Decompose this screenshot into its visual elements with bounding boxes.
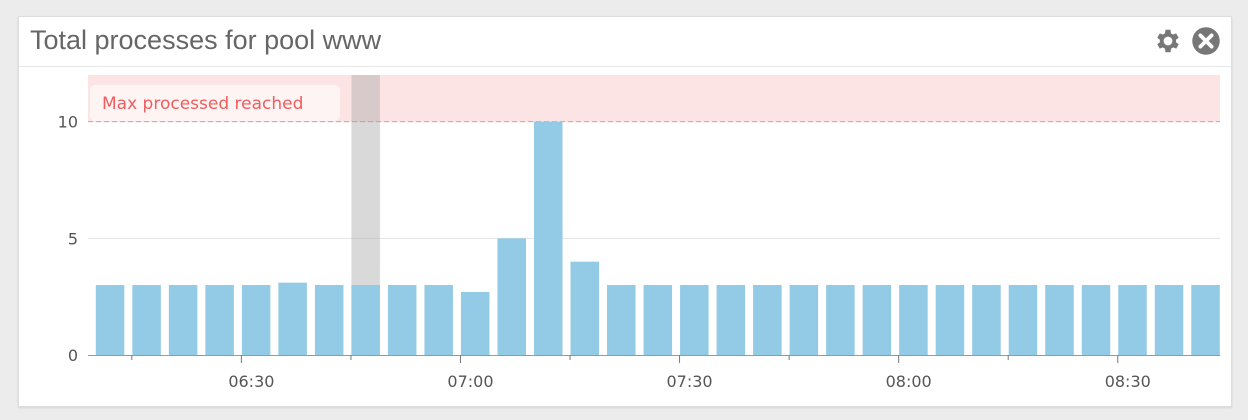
y-tick-label: 5: [68, 229, 78, 248]
bar: [643, 285, 673, 355]
bar: [1191, 285, 1220, 355]
x-tick-label: 08:00: [886, 372, 932, 391]
bar: [789, 285, 819, 355]
bar: [1154, 285, 1184, 355]
bar: [607, 285, 636, 355]
bar: [570, 261, 600, 355]
y-tick-label: 10: [58, 113, 78, 132]
bar: [132, 285, 161, 355]
bar: [1008, 285, 1038, 355]
x-tick-label: 07:30: [667, 372, 713, 391]
bar: [899, 285, 928, 355]
y-tick-label: 0: [68, 346, 78, 365]
gear-icon[interactable]: [1153, 26, 1183, 56]
bar: [862, 285, 892, 355]
bar: [387, 285, 417, 355]
bar: [826, 285, 855, 355]
bar: [972, 285, 1001, 355]
bar: [935, 285, 965, 355]
close-circle-icon[interactable]: [1191, 26, 1221, 56]
bar: [314, 285, 344, 355]
bar: [533, 121, 563, 356]
bar: [278, 282, 307, 355]
bar: [716, 285, 746, 355]
bar: [680, 285, 709, 355]
bar: [241, 285, 271, 355]
bar: [351, 285, 380, 355]
bar: [1118, 285, 1147, 355]
marker-label: Max processed reached: [102, 94, 303, 114]
bar: [497, 238, 526, 355]
widget-title: Total processes for pool www: [30, 25, 382, 55]
widget-header: Total processes for pool www: [19, 17, 1231, 67]
x-tick-label: 06:30: [228, 372, 274, 391]
x-tick-label: 07:00: [447, 372, 493, 391]
bar: [205, 285, 234, 355]
bar: [95, 285, 125, 355]
marker-label-bg: [90, 85, 340, 121]
bar: [753, 285, 782, 355]
bar: [460, 292, 490, 355]
bar: [1045, 285, 1074, 355]
bar: [168, 285, 198, 355]
bar: [424, 285, 453, 355]
x-tick-label: 08:30: [1105, 372, 1151, 391]
bar: [1081, 285, 1111, 355]
